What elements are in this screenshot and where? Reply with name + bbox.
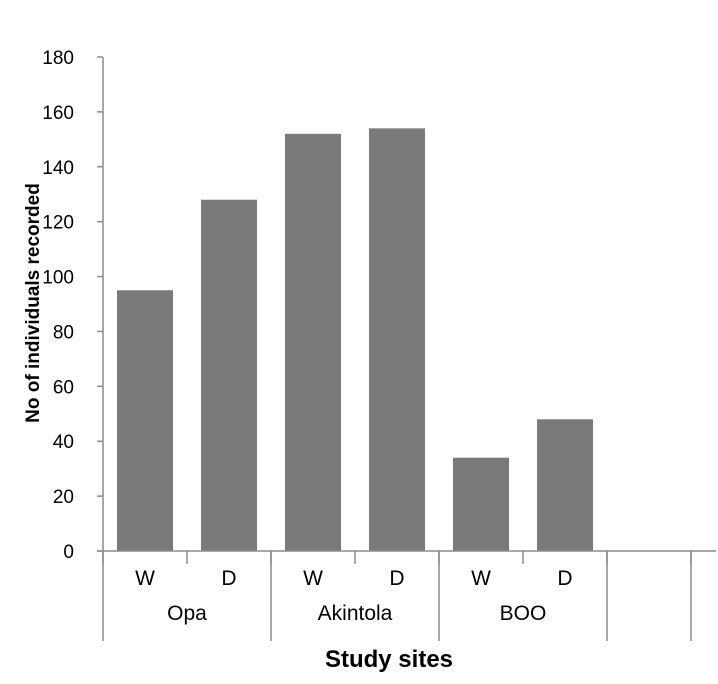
y-tick-label: 120	[42, 213, 74, 234]
group-label: Opa	[167, 602, 207, 625]
x-axis-title: Study sites	[325, 646, 453, 673]
bar-opa-w	[117, 290, 173, 551]
bar-akintola-d	[369, 128, 425, 551]
category-label: D	[389, 567, 404, 590]
y-tick-label: 140	[42, 158, 74, 179]
category-label: D	[557, 567, 572, 590]
axes-layer	[97, 56, 716, 641]
bar-opa-d	[201, 199, 257, 551]
bars-layer	[117, 128, 593, 551]
y-tick-label: 160	[42, 103, 74, 124]
y-tick-label: 0	[63, 542, 74, 563]
y-tick-label: 20	[53, 487, 74, 508]
labels-layer: W D Opa W D Akintola W D BOO 0 20 40 60 80 100 120 140 16…	[42, 48, 572, 625]
y-tick-label: 100	[42, 268, 74, 289]
y-tick-label: 180	[42, 48, 74, 69]
bar-boo-w	[453, 457, 509, 551]
bar-boo-d	[537, 419, 593, 551]
bar-akintola-w	[285, 133, 341, 551]
y-tick-label: 40	[53, 432, 74, 453]
category-label: W	[303, 567, 323, 590]
y-tick-label: 80	[53, 322, 74, 343]
category-label: D	[221, 567, 236, 590]
group-label: BOO	[500, 602, 547, 625]
category-label: W	[135, 567, 155, 590]
y-axis-title: No of individuals recorded	[23, 183, 44, 423]
group-label: Akintola	[318, 602, 393, 625]
category-label: W	[471, 567, 491, 590]
y-tick-label: 60	[53, 377, 74, 398]
